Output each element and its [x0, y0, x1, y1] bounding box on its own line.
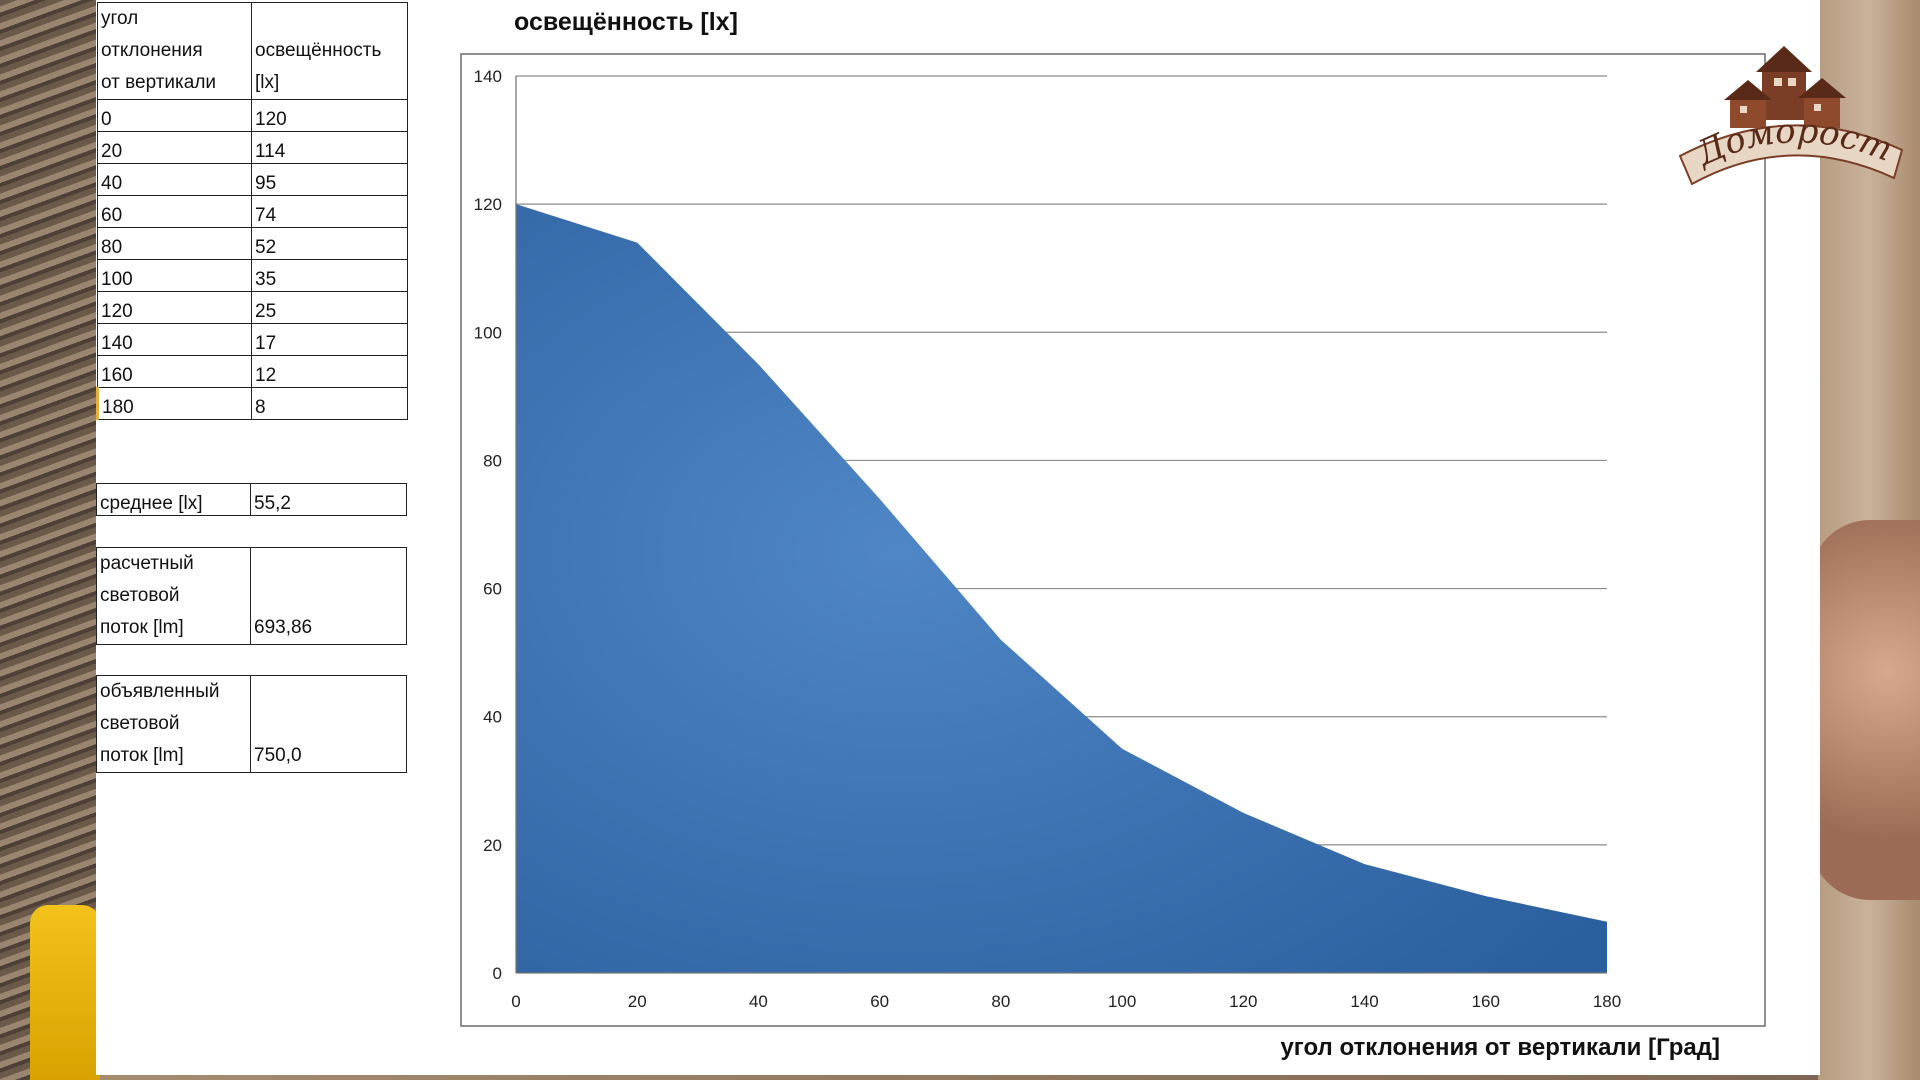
- cell-illuminance[interactable]: 8: [251, 387, 408, 420]
- y-tick-label: 0: [493, 964, 502, 983]
- cell-illuminance[interactable]: 35: [251, 259, 408, 292]
- header-angle-line: от вертикали: [101, 72, 217, 93]
- table-row: 160 12: [97, 355, 408, 388]
- x-axis-title: угол отклонения от вертикали [Град]: [1280, 1034, 1720, 1061]
- x-tick-label: 60: [870, 992, 889, 1011]
- declared-flux-value-text: 750,0: [254, 745, 302, 766]
- cell-illuminance[interactable]: 12: [251, 355, 408, 388]
- x-tick-label: 180: [1593, 992, 1621, 1011]
- table-row: 140 17: [97, 323, 408, 356]
- x-tick-label: 20: [628, 992, 647, 1011]
- header-angle-line: отклонения: [101, 40, 203, 61]
- cell-angle[interactable]: 160: [97, 355, 252, 388]
- cell-illuminance[interactable]: 114: [251, 131, 408, 164]
- cell-illuminance[interactable]: 95: [251, 163, 408, 196]
- declared-flux-label[interactable]: объявленный световой поток [lm]: [96, 675, 251, 773]
- area-series: [516, 204, 1607, 974]
- y-tick-label: 40: [483, 708, 502, 727]
- y-tick-label: 140: [474, 67, 502, 86]
- house-icon: [1724, 46, 1846, 128]
- y-tick-label: 120: [474, 195, 502, 214]
- y-tick-label: 80: [483, 451, 502, 470]
- spreadsheet-sheet: угол отклонения от вертикали освещённост…: [96, 0, 1820, 1075]
- cell-angle[interactable]: 20: [97, 131, 252, 164]
- calc-flux-value[interactable]: 693,86: [250, 547, 407, 645]
- table-row: 20 114: [97, 131, 408, 164]
- header-illuminance[interactable]: освещённость [lx]: [251, 2, 408, 100]
- table-header-row: угол отклонения от вертикали освещённост…: [97, 2, 408, 100]
- cell-angle[interactable]: 100: [97, 259, 252, 292]
- cell-illuminance[interactable]: 52: [251, 227, 408, 260]
- cell-angle[interactable]: 180: [96, 387, 252, 420]
- table-row: 0 120: [97, 99, 408, 132]
- domorost-logo: Домоpост: [1678, 46, 1904, 186]
- y-tick-label: 60: [483, 580, 502, 599]
- x-tick-label: 140: [1350, 992, 1378, 1011]
- cell-angle[interactable]: 40: [97, 163, 252, 196]
- cell-angle[interactable]: 80: [97, 227, 252, 260]
- declared-flux-label-line: световой: [100, 713, 180, 734]
- header-angle-line: угол: [101, 8, 139, 29]
- declared-flux-value[interactable]: 750,0: [250, 675, 407, 773]
- calc-flux-label-line: расчетный: [100, 553, 194, 574]
- average-value[interactable]: 55,2: [250, 483, 407, 516]
- table-row: 120 25: [97, 291, 408, 324]
- declared-flux-label-line: объявленный: [100, 681, 220, 702]
- x-tick-label: 80: [991, 992, 1010, 1011]
- cell-illuminance[interactable]: 120: [251, 99, 408, 132]
- header-illuminance-line: [lx]: [255, 72, 280, 93]
- x-tick-label: 0: [511, 992, 520, 1011]
- table-row: 60 74: [97, 195, 408, 228]
- table-row: 40 95: [97, 163, 408, 196]
- y-tick-label: 20: [483, 836, 502, 855]
- calc-flux-label[interactable]: расчетный световой поток [lm]: [96, 547, 251, 645]
- x-tick-label: 40: [749, 992, 768, 1011]
- table-row: 100 35: [97, 259, 408, 292]
- declared-flux-box: объявленный световой поток [lm] 750,0: [96, 675, 407, 773]
- declared-flux-label-line: поток [lm]: [100, 745, 184, 766]
- background-fabric: [0, 0, 96, 1080]
- x-tick-label: 120: [1229, 992, 1257, 1011]
- cell-angle[interactable]: 60: [97, 195, 252, 228]
- x-tick-label: 160: [1472, 992, 1500, 1011]
- chart-title: освещённость [lx]: [514, 8, 738, 36]
- header-angle[interactable]: угол отклонения от вертикали: [97, 2, 252, 100]
- table-row: 80 52: [97, 227, 408, 260]
- table-row: 180 8: [96, 387, 408, 420]
- cell-angle[interactable]: 0: [97, 99, 252, 132]
- calc-flux-label-line: световой: [100, 585, 180, 606]
- calc-flux-box: расчетный световой поток [lm] 693,86: [96, 547, 407, 645]
- y-tick-label: 100: [474, 323, 502, 342]
- x-tick-label: 100: [1108, 992, 1136, 1011]
- calc-flux-label-line: поток [lm]: [100, 617, 184, 638]
- cell-angle[interactable]: 120: [97, 291, 252, 324]
- header-illuminance-line: освещённость: [255, 40, 382, 61]
- average-box: среднее [lx] 55,2: [96, 483, 407, 516]
- data-table: угол отклонения от вертикали освещённост…: [96, 2, 408, 420]
- plot-frame: [460, 53, 1766, 1027]
- background-hand: [1810, 520, 1920, 900]
- background-tool: [30, 905, 100, 1080]
- cell-illuminance[interactable]: 74: [251, 195, 408, 228]
- calc-flux-value-text: 693,86: [254, 617, 313, 638]
